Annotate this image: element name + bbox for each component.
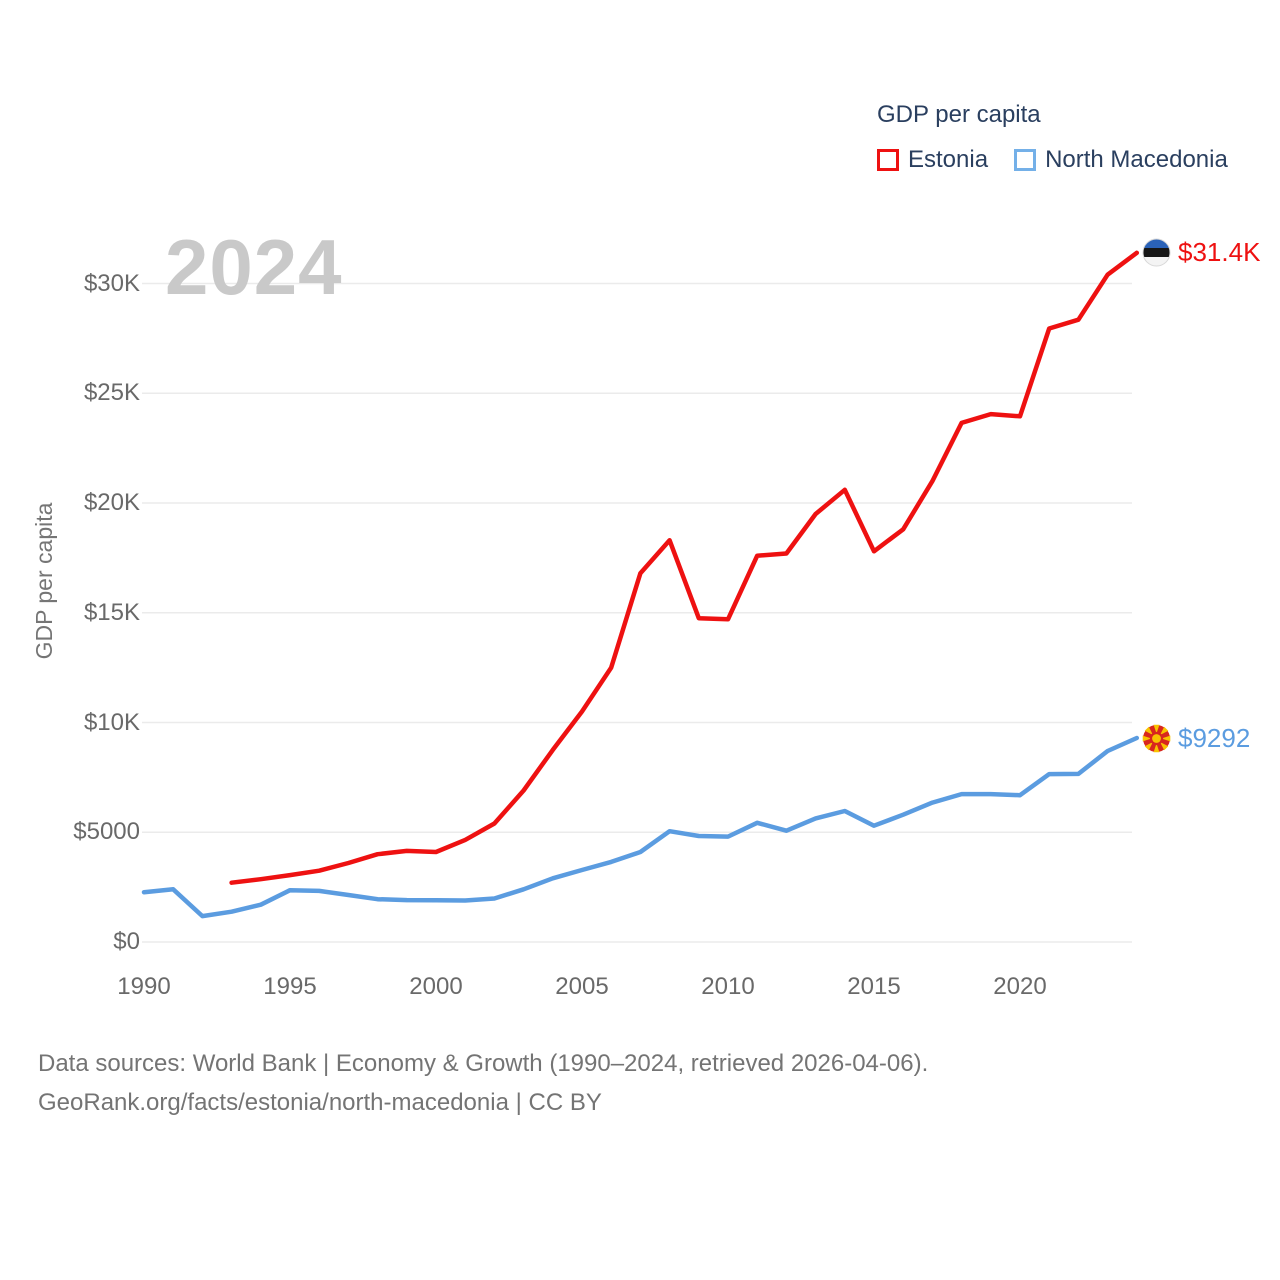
- y-tick-label: $5000: [73, 818, 140, 846]
- x-tick-label: 2010: [701, 973, 755, 1000]
- y-tick-label: $0: [113, 928, 140, 955]
- footer: Data sources: World Bank | Economy & Gro…: [38, 1044, 928, 1122]
- end-label-estonia: $31.4K: [1142, 237, 1261, 268]
- y-tick-label: $15K: [83, 598, 140, 626]
- watermark-year: 2024: [165, 223, 343, 311]
- y-tick-label: $25K: [83, 379, 140, 407]
- estonia-flag-icon: [1142, 238, 1171, 267]
- x-tick-label: 1995: [263, 973, 317, 1000]
- estonia-line: [229, 250, 1140, 885]
- footer-attribution-line: GeoRank.org/facts/estonia/north-macedoni…: [38, 1089, 602, 1116]
- y-axis-title: GDP per capita: [31, 502, 57, 660]
- legend: GDP per capita Estonia North Macedonia: [877, 101, 1228, 174]
- x-tick-label: 2005: [555, 973, 609, 1000]
- north-macedonia-swatch-icon: [1014, 149, 1037, 171]
- legend-item-north-macedonia[interactable]: North Macedonia: [1014, 146, 1228, 174]
- legend-item-estonia[interactable]: Estonia: [877, 146, 988, 174]
- end-label-value-estonia: $31.4K: [1178, 237, 1261, 268]
- y-tick-label: $30K: [83, 269, 140, 297]
- legend-title: GDP per capita: [877, 101, 1041, 128]
- footer-sources-line: Data sources: World Bank | Economy & Gro…: [38, 1050, 929, 1077]
- legend-label-estonia: Estonia: [908, 146, 989, 173]
- north-macedonia-flag-icon: [1142, 724, 1171, 752]
- north-macedonia-line: [141, 735, 1140, 919]
- y-tick-label: $20K: [83, 489, 140, 516]
- end-label-north-macedonia: $9292: [1142, 722, 1251, 753]
- x-tick-label: 1990: [117, 973, 171, 1000]
- x-tick-label: 2000: [409, 973, 463, 1000]
- legend-label-north-macedonia: North Macedonia: [1045, 146, 1228, 173]
- x-tick-label: 2020: [993, 973, 1047, 1000]
- y-tick-label: $10K: [83, 708, 140, 736]
- estonia-swatch-icon: [877, 149, 899, 171]
- legend-items: Estonia North Macedonia: [877, 146, 1228, 174]
- x-tick-label: 2015: [847, 973, 901, 1000]
- end-label-value-north-macedonia: $9292: [1178, 722, 1251, 753]
